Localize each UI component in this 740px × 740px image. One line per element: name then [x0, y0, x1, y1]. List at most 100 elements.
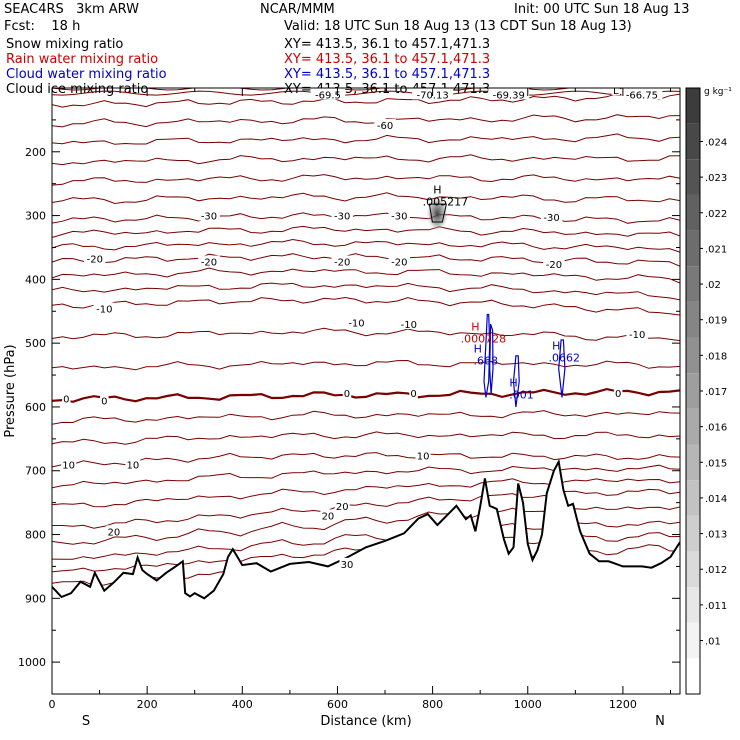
contour-label-bg [93, 302, 116, 314]
contour-label: 0 [344, 389, 350, 400]
snow-shading [426, 195, 449, 232]
temperature-contour [52, 282, 680, 301]
contour-label-bg [415, 449, 431, 461]
terrain-outline [52, 458, 680, 600]
contour-label: 0 [410, 389, 416, 400]
contour-label-bg [409, 386, 418, 398]
contour-label: -69.5 [315, 90, 341, 101]
x-tick-label: 1200 [609, 698, 637, 711]
colorbar-label: .017 [705, 387, 727, 398]
y-tick-label: 700 [25, 465, 46, 478]
colorbar: .024 .023 .022 .021 .02 .019 .018 .017 .016 .015.… [685, 87, 727, 695]
contour-label: -20 [87, 254, 103, 265]
colorbar-label: .023 [705, 173, 727, 184]
temperature-contour [52, 88, 667, 91]
colorbar-segment [686, 123, 700, 160]
contour-label: -30 [201, 212, 217, 223]
temperature-contour [52, 267, 680, 284]
x-tick-label: 200 [137, 698, 158, 711]
contour-label: 0 [101, 397, 107, 408]
colorbar-segment [686, 658, 700, 694]
contour-label: -10 [629, 330, 645, 341]
temperature-contour [52, 506, 680, 545]
contour-label-bg [198, 209, 220, 221]
temperature-contour [52, 387, 680, 403]
temperature-contour [52, 452, 680, 468]
temperature-contour [52, 431, 680, 445]
colorbar-label: .012 [705, 565, 727, 576]
contour-label-bg [540, 210, 563, 222]
contour-label-bg [626, 328, 648, 340]
x-tick-label: 400 [232, 698, 253, 711]
cloud-water-contour [558, 339, 566, 398]
contour-label: -10 [348, 319, 364, 330]
contour-label: -20 [334, 258, 350, 269]
contour-label-bg [621, 88, 663, 100]
contour-label: -20 [201, 258, 217, 269]
x-tick-label: 0 [49, 698, 56, 711]
center-label: NCAR/MMM [260, 2, 335, 17]
colorbar-label: .024 [705, 137, 727, 148]
field-snow-xy: XY= 413.5, 36.1 to 457.1,471.3 [284, 37, 491, 52]
contour-label: 20 [336, 502, 349, 513]
colorbar-label: .022 [705, 209, 727, 220]
contour-label-bg [106, 525, 122, 537]
x-tick-label: 600 [327, 698, 348, 711]
contour-label-bg [331, 209, 353, 221]
colorbar-label: .018 [705, 351, 727, 362]
colorbar-unit: g kg⁻¹ [704, 87, 732, 97]
y-tick-label: 300 [25, 210, 46, 223]
y-tick-label: 600 [25, 401, 46, 414]
temperature-contour [52, 90, 680, 96]
cloud-water-contour [512, 355, 520, 407]
contour-label: -30 [543, 213, 559, 224]
maximum-mark: H [474, 343, 482, 356]
x-axis-title: Distance (km) [320, 714, 411, 729]
contour-label: 10 [127, 460, 140, 471]
temperature-contour [52, 238, 680, 253]
y-tick-label: 500 [25, 337, 46, 350]
field-cloudwater-label: Cloud water mixing ratio [6, 67, 167, 82]
colorbar-segment [686, 444, 700, 481]
colorbar-segment [686, 159, 700, 195]
contour-label: -10 [401, 320, 417, 331]
temperature-contour [52, 192, 680, 205]
plot-content: -69.5 -70.13 -69.39 L -66.75-60-30 -30 -30 -30-… [52, 88, 680, 694]
contour-label: -66.75 [626, 90, 658, 101]
colorbar-label: .014 [705, 494, 727, 505]
maximum-mark: H [471, 320, 479, 333]
contour-label: -69.39 [493, 90, 525, 101]
colorbar-segment [686, 266, 700, 302]
y-axis-title: Pressure (hPa) [3, 344, 18, 437]
contour-label: -30 [334, 212, 350, 223]
colorbar-segment [686, 337, 700, 374]
colorbar-segment [686, 88, 700, 124]
terrain-fill [52, 461, 680, 694]
contour-label: -60 [377, 121, 393, 132]
contour-label-bg [342, 386, 352, 398]
field-rain-xy: XY= 413.5, 36.1 to 457.1,471.3 [284, 52, 491, 67]
temperature-contour [52, 225, 680, 238]
temperature-contour [52, 253, 680, 267]
contour-label-bg [61, 458, 77, 470]
colorbar-segment [686, 551, 700, 588]
contour-label: 10 [62, 460, 75, 471]
plot-frame [51, 87, 681, 695]
temperature-contour [52, 114, 680, 128]
contour-label-bg [388, 209, 411, 221]
colorbar-label: .013 [705, 530, 727, 541]
temperature-contour [52, 488, 680, 529]
maximum-value: .005217 [423, 195, 469, 208]
x-tick-label: 1000 [514, 698, 542, 711]
contour-label-bg [198, 255, 220, 267]
field-cloudwater-xy: XY= 413.5, 36.1 to 457.1,471.3 [284, 67, 491, 82]
y-tick-label: 800 [25, 529, 46, 542]
contour-label-bg [84, 252, 106, 264]
contour-label: -10 [96, 305, 112, 316]
init-label: Init: 00 UTC Sun 18 Aug 13 [514, 2, 690, 17]
temperature-contour [52, 327, 680, 342]
cloud-water-contour [483, 313, 491, 398]
maximum-value: .000728 [461, 332, 507, 345]
temperature-contour [52, 478, 680, 508]
